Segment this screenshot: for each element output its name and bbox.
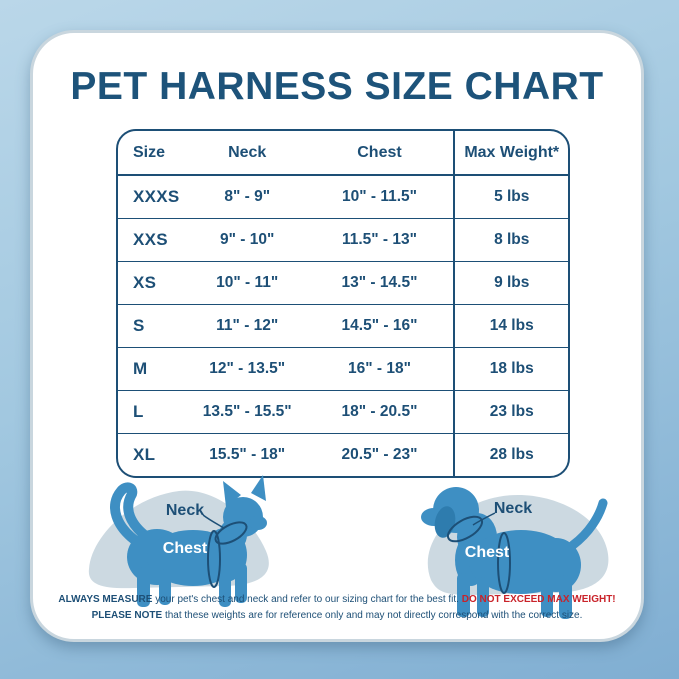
dog-chest-label: Chest	[465, 544, 510, 561]
footer-disclaimer: ALWAYS MEASURE your pet's chest and neck…	[55, 592, 619, 623]
neck-cell: 9" - 10"	[188, 218, 306, 262]
size-cell: XXS	[118, 218, 189, 262]
footer-please-note: PLEASE NOTE	[91, 609, 163, 621]
table-row: XXXS 8" - 9" 10" - 11.5" 5 lbs	[118, 175, 568, 219]
cat-neck-measure-line	[214, 521, 248, 545]
neck-cell: 12" - 13.5"	[188, 347, 306, 391]
header-chest: Chest	[305, 131, 455, 176]
chest-cell: 11.5" - 13"	[305, 218, 455, 262]
header-size: Size	[118, 131, 189, 176]
chest-cell: 14.5" - 16"	[305, 304, 455, 348]
size-cell: M	[118, 347, 189, 391]
table-row: S 11" - 12" 14.5" - 16" 14 lbs	[118, 304, 568, 348]
size-cell: L	[118, 390, 189, 434]
max-weight-cell: 18 lbs	[453, 347, 568, 391]
max-weight-cell: 8 lbs	[453, 218, 568, 262]
footer-always-measure: ALWAYS MEASURE	[58, 594, 153, 605]
size-cell: XL	[118, 433, 189, 476]
table-row: M 12" - 13.5" 16" - 18" 18 lbs	[118, 347, 568, 391]
size-cell: XS	[118, 261, 189, 305]
page-title: PET HARNESS SIZE CHART	[70, 65, 604, 108]
dog-neck-pointer-line	[472, 512, 496, 526]
neck-cell: 13.5" - 15.5"	[188, 390, 306, 434]
chest-cell: 16" - 18"	[305, 347, 455, 391]
dog-chest-measure-line	[497, 532, 511, 594]
cat-illustration: Neck Chest	[73, 465, 305, 625]
dog-neck-label: Neck	[494, 500, 532, 517]
neck-cell: 15.5" - 18"	[188, 433, 306, 476]
cat-chest-measure-line	[207, 530, 221, 588]
header-max-weight: Max Weight*	[453, 131, 568, 176]
chest-cell: 20.5" - 23"	[305, 433, 455, 476]
neck-cell: 8" - 9"	[224, 188, 271, 205]
cat-neck-pointer-line	[202, 514, 225, 529]
cat-diagram-svg: Neck Chest	[88, 475, 269, 607]
footer-max-weight-warning: DO NOT EXCEED MAX WEIGHT!	[461, 594, 616, 605]
size-chart-card: PET HARNESS SIZE CHART Size Neck Chest M…	[30, 30, 644, 642]
max-weight-cell: 14 lbs	[453, 304, 568, 348]
table-header-row: Size Neck Chest Max Weight*	[118, 131, 568, 176]
dog-diagram-svg: Neck Chest	[421, 487, 609, 619]
max-weight-cell: 9 lbs	[453, 261, 568, 305]
dog-silhouette	[421, 487, 608, 619]
size-table-grid: Size Neck Chest Max Weight* XXXS 8" - 9" 1…	[118, 131, 568, 476]
measurement-diagrams: Neck Chest	[33, 465, 641, 625]
chest-cell: 18" - 20.5"	[305, 390, 455, 434]
size-cell: S	[118, 304, 189, 348]
header-neck: Neck	[188, 131, 306, 176]
chest-cell: 13" - 14.5"	[305, 261, 455, 305]
footer-line2-text: that these weights are for reference onl…	[162, 609, 583, 621]
cat-neck-label: Neck	[166, 502, 204, 519]
neck-cell: 11" - 12"	[188, 304, 306, 348]
table-row: XS 10" - 11" 13" - 14.5" 9 lbs	[118, 261, 568, 305]
neck-cell: 10" - 11"	[188, 261, 306, 305]
chest-cell: 10" - 11.5"	[341, 188, 417, 205]
max-weight-cell: 23 lbs	[453, 390, 568, 434]
max-weight-cell: 5 lbs	[453, 175, 568, 219]
table-row: XL 15.5" - 18" 20.5" - 23" 28 lbs	[118, 433, 568, 476]
footer-line1-text: your pet's chest and neck and refer to o…	[152, 594, 462, 605]
table-row: L 13.5" - 15.5" 18" - 20.5" 23 lbs	[118, 390, 568, 434]
cat-chest-label: Chest	[163, 540, 208, 557]
dog-illustration: Neck Chest	[401, 465, 641, 628]
cat-silhouette	[110, 475, 267, 607]
size-cell: XXXS	[133, 187, 180, 206]
table-row: XXS 9" - 10" 11.5" - 13" 8 lbs	[118, 218, 568, 262]
max-weight-cell: 28 lbs	[453, 433, 568, 476]
size-table: Size Neck Chest Max Weight* XXXS 8" - 9" 1…	[116, 129, 570, 478]
